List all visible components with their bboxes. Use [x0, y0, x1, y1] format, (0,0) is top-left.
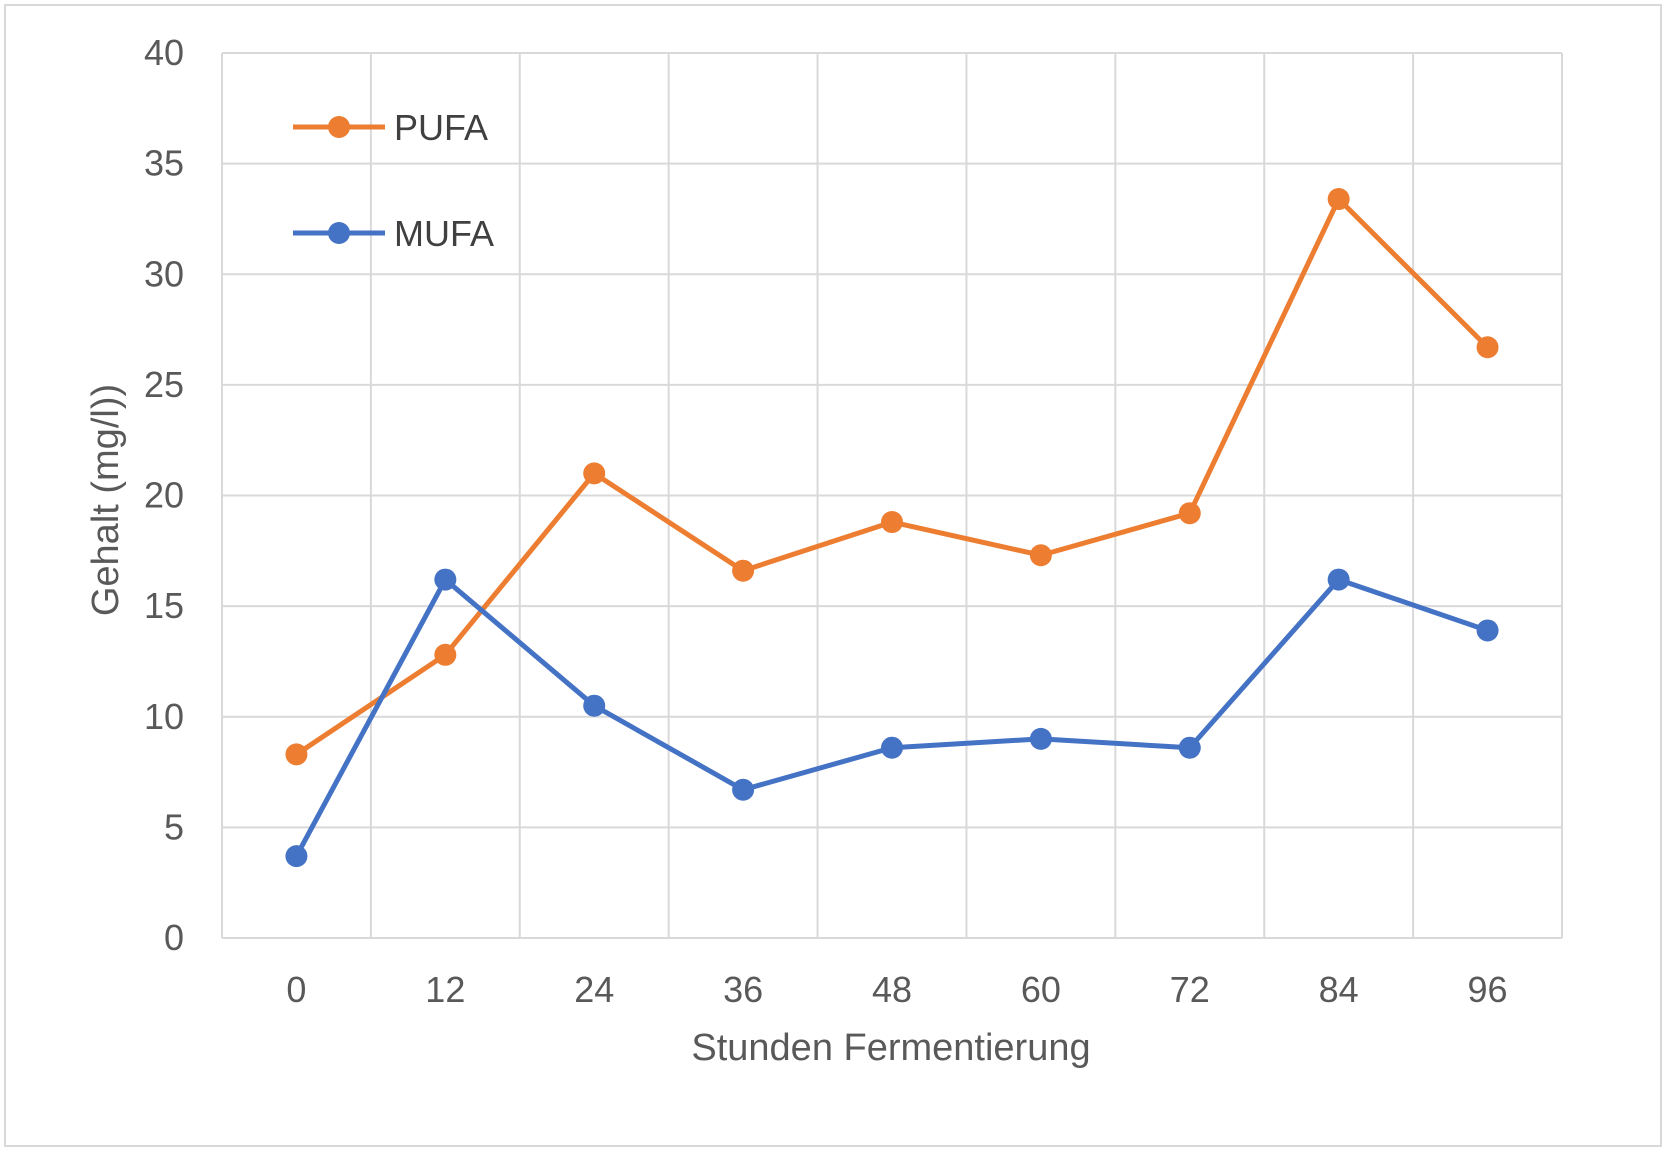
grid: [221, 52, 1563, 939]
x-tick-label: 96: [1468, 969, 1508, 1010]
y-tick-label: 15: [144, 585, 184, 626]
y-tick-label: 35: [144, 143, 184, 184]
x-tick-label: 48: [872, 969, 912, 1010]
x-tick-label: 24: [574, 969, 614, 1010]
x-tick-label: 36: [723, 969, 763, 1010]
y-axis-title: Gehalt (mg/l)): [85, 384, 127, 616]
legend: PUFA MUFA: [293, 107, 494, 254]
axes: 0 5 10 15 20 25 30 35 40 0 12 24 36 48 60 72 84 96: [144, 32, 1508, 1010]
data-point-mufa: [1178, 736, 1201, 759]
data-point-pufa: [881, 511, 903, 534]
legend-label: PUFA: [394, 107, 488, 148]
y-tick-label: 0: [164, 917, 184, 958]
data-point-mufa: [1476, 619, 1499, 642]
legend-swatch-marker: [328, 116, 350, 138]
x-tick-label: 0: [286, 969, 306, 1010]
y-tick-label: 5: [164, 806, 184, 847]
series-layer: [285, 188, 1499, 868]
data-point-pufa: [1327, 188, 1350, 211]
data-point-mufa: [1327, 568, 1350, 591]
data-point-mufa: [881, 736, 903, 759]
data-point-mufa: [1029, 727, 1052, 750]
data-point-mufa: [583, 694, 606, 717]
x-tick-label: 84: [1319, 969, 1359, 1010]
data-point-pufa: [583, 462, 606, 485]
chart-frame: [4, 4, 1662, 1147]
data-point-pufa: [285, 743, 308, 766]
x-axis-title: Stunden Fermentierung: [691, 1027, 1090, 1069]
legend-label: MUFA: [394, 213, 494, 254]
x-tick-label: 12: [425, 969, 465, 1010]
data-point-mufa: [434, 568, 457, 591]
y-tick-label: 30: [144, 253, 184, 294]
data-point-mufa: [285, 845, 308, 868]
y-tick-label: 20: [144, 475, 184, 516]
legend-item-pufa: PUFA: [293, 107, 488, 148]
x-tick-label: 72: [1170, 969, 1210, 1010]
y-tick-label: 40: [144, 32, 184, 73]
y-tick-label: 10: [144, 696, 184, 737]
x-tick-label: 60: [1021, 969, 1061, 1010]
y-tick-label: 25: [144, 364, 184, 405]
data-point-pufa: [732, 559, 755, 582]
data-point-pufa: [1029, 544, 1052, 567]
legend-item-mufa: MUFA: [293, 213, 494, 254]
data-point-mufa: [732, 778, 755, 801]
data-point-pufa: [1178, 502, 1201, 525]
data-point-pufa: [1476, 336, 1499, 359]
series-line-pufa: [295, 196, 1490, 757]
data-point-pufa: [434, 643, 457, 666]
legend-swatch-marker: [328, 222, 350, 244]
